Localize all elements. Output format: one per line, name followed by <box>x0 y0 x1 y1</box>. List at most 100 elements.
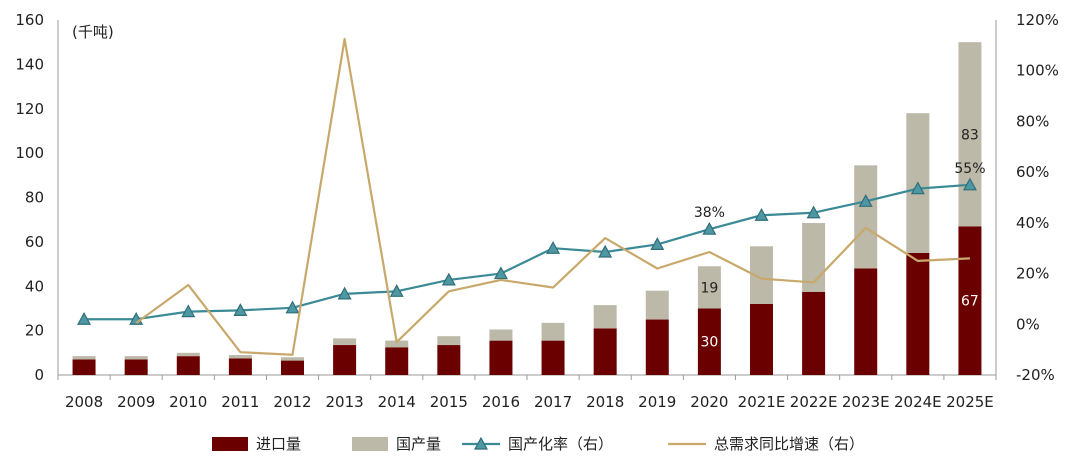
x-tick-label: 2014 <box>378 393 416 411</box>
legend-item-label: 总需求同比增速（右） <box>714 435 864 453</box>
bar-domestic-2018 <box>593 305 617 329</box>
marker-localization-rate-2020 <box>702 221 717 235</box>
y-left-tick-label: 60 <box>25 233 44 251</box>
data-label-2020: 30 <box>700 335 718 351</box>
legend-item-label: 进口量 <box>256 435 301 453</box>
data-label-2020: 19 <box>700 280 718 296</box>
marker-localization-rate-2011 <box>233 303 248 316</box>
marker-localization-rate-2016 <box>493 266 508 280</box>
bar-domestic-2017 <box>541 322 565 341</box>
axes: 0 20 40 60 80 100 120 140 160 -20% 0% 20% 40% 60% 80% 1… <box>15 11 1059 411</box>
bar-import-2019 <box>645 319 669 375</box>
bar-domestic-2012 <box>281 357 304 361</box>
bar-import-2025e <box>958 226 982 375</box>
marker-localization-rate-2010 <box>181 304 196 318</box>
bar-series-group <box>72 42 982 375</box>
legend: 进口量 国产量 国产化率（右） 总需求同比增速（右） <box>212 435 864 453</box>
x-tick-label: 2022E <box>790 393 838 411</box>
marker-localization-rate-2022e <box>806 205 821 219</box>
bar-import-2010 <box>176 356 200 375</box>
x-tick-label: 2009 <box>117 393 155 411</box>
bar-import-2022e <box>802 291 826 375</box>
marker-localization-rate-2013 <box>337 286 352 300</box>
bar-domestic-2021e <box>750 246 773 304</box>
bar-domestic-2010 <box>176 352 200 357</box>
x-tick-label: 2010 <box>169 393 207 411</box>
marker-localization-rate-2012 <box>285 300 300 314</box>
y-left-tick-label: 100 <box>15 144 44 162</box>
bar-import-2008 <box>72 359 96 375</box>
y-right-tick-label: 0% <box>1016 315 1040 333</box>
y-right-tick-label: 20% <box>1016 265 1049 283</box>
data-label-2025e: 83 <box>961 127 979 143</box>
line-localization-rate <box>84 183 971 321</box>
x-tick-label: 2017 <box>534 393 572 411</box>
bar-import-2015 <box>437 345 461 375</box>
y-right-tick-label: 100% <box>1016 62 1059 80</box>
y-right-tick-label: 60% <box>1016 163 1049 181</box>
marker-localization-rate-2025e <box>962 177 977 191</box>
bar-import-2014 <box>385 347 409 375</box>
marker-localization-rate-2015 <box>441 272 456 286</box>
data-labels-group: 30 19 38% 67 83 55% <box>694 127 986 350</box>
legend-swatch <box>212 437 248 451</box>
x-tick-label: 2008 <box>65 393 103 411</box>
bar-import-2009 <box>124 359 148 375</box>
x-tick-label: 2013 <box>326 393 364 411</box>
y-right-tick-label: 120% <box>1016 11 1059 29</box>
x-tick-label: 2024E <box>894 393 942 411</box>
bar-domestic-2022e <box>802 223 826 292</box>
x-tick-label: 2016 <box>482 393 520 411</box>
bar-import-2013 <box>333 345 357 375</box>
x-tick-label: 2019 <box>638 393 676 411</box>
y-left-tick-label: 0 <box>34 366 44 384</box>
bar-domestic-2008 <box>72 356 96 360</box>
legend-item-label: 国产量 <box>396 435 441 453</box>
marker-localization-rate-2017 <box>546 240 561 254</box>
bar-domestic-2014 <box>385 340 409 348</box>
bar-import-2011 <box>228 358 252 375</box>
bar-import-2017 <box>541 340 565 375</box>
x-tick-label: 2021E <box>738 393 786 411</box>
bar-domestic-2023e <box>854 165 878 269</box>
marker-localization-rate-2018 <box>598 244 613 258</box>
y-left-tick-label: 120 <box>15 100 44 118</box>
bar-import-2024e <box>906 252 930 375</box>
x-tick-label: 2020 <box>690 393 728 411</box>
bar-domestic-2020 <box>697 266 721 309</box>
y-right-tick-label: -20% <box>1016 366 1055 384</box>
y-right-tick-label: 80% <box>1016 112 1049 130</box>
x-tick-label: 2025E <box>946 393 994 411</box>
data-label-2025e: 67 <box>961 294 979 310</box>
bar-domestic-2025e <box>958 42 982 227</box>
bar-import-2021e <box>750 304 773 375</box>
bar-domestic-2011 <box>228 355 252 359</box>
y-left-tick-label: 20 <box>25 322 44 340</box>
data-label-2020: 38% <box>694 205 725 221</box>
bar-import-2012 <box>281 360 304 375</box>
bar-import-2018 <box>593 328 617 375</box>
marker-localization-rate-2019 <box>650 237 665 251</box>
line-series-group <box>77 37 977 356</box>
marker-localization-rate-2024e <box>910 181 925 195</box>
marker-localization-rate-2021e <box>754 207 769 221</box>
marker-localization-rate-2014 <box>389 284 404 297</box>
x-tick-label: 2011 <box>221 393 259 411</box>
legend-item-label: 国产化率（右） <box>508 435 613 453</box>
bar-domestic-2009 <box>124 356 148 360</box>
bar-domestic-2013 <box>333 338 357 346</box>
y-left-tick-label: 140 <box>15 55 44 73</box>
bar-import-2016 <box>489 340 513 375</box>
x-tick-label: 2018 <box>586 393 624 411</box>
x-tick-label: 2012 <box>273 393 311 411</box>
bar-domestic-2015 <box>437 336 461 346</box>
legend-swatch <box>352 437 388 451</box>
legend-swatch-marker <box>473 436 489 450</box>
y-left-tick-label: 160 <box>15 11 44 29</box>
bar-import-2023e <box>854 268 878 375</box>
bar-import-2020 <box>697 308 721 375</box>
marker-localization-rate-2023e <box>858 194 873 207</box>
data-label-2025e: 55% <box>954 161 985 177</box>
